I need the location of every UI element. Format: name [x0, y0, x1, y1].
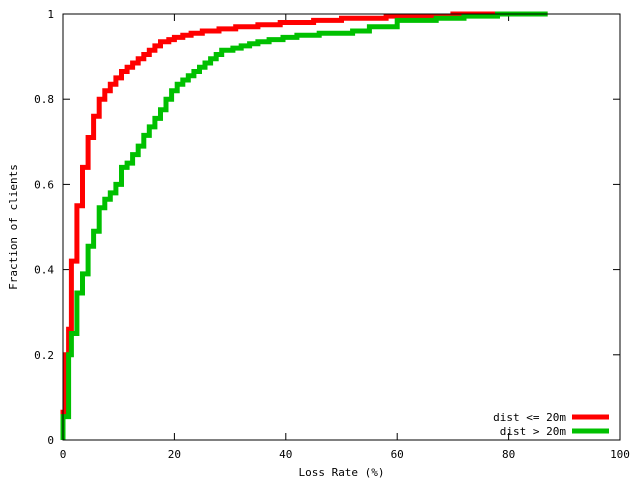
- y-tick-label: 0.6: [34, 178, 54, 191]
- x-tick-label: 20: [168, 448, 181, 461]
- axis-ticks: 0 20 40 60 80 100 0 0.2 0.4 0.6 0.8 1: [34, 8, 630, 461]
- legend-label-1: dist <= 20m: [493, 411, 566, 424]
- y-tick-label: 0.2: [34, 349, 54, 362]
- y-tick-label: 1: [47, 8, 54, 21]
- y-tick-label: 0.8: [34, 93, 54, 106]
- y-tick-label: 0: [47, 434, 54, 447]
- series-line-2: [60, 11, 548, 440]
- series-layer: [60, 11, 548, 440]
- legend-label-2: dist > 20m: [500, 425, 567, 438]
- x-axis-label: Loss Rate (%): [298, 466, 384, 479]
- x-tick-label: 60: [391, 448, 404, 461]
- x-tick-label: 100: [610, 448, 630, 461]
- x-tick-label: 40: [279, 448, 292, 461]
- y-axis-label: Fraction of clients: [7, 164, 20, 290]
- y-tick-label: 0.4: [34, 264, 54, 277]
- x-tick-label: 80: [502, 448, 515, 461]
- series-line-1: [60, 11, 548, 440]
- plot-frame: [62, 13, 621, 441]
- x-tick-label: 0: [60, 448, 67, 461]
